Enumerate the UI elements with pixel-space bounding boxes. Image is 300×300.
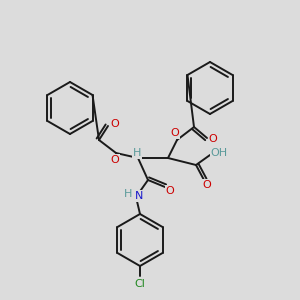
Text: H: H <box>124 189 132 199</box>
Text: H: H <box>133 148 141 158</box>
Text: O: O <box>166 186 174 196</box>
Text: O: O <box>171 128 179 138</box>
Text: O: O <box>111 155 119 165</box>
Text: N: N <box>135 191 143 201</box>
Text: O: O <box>111 119 119 129</box>
Text: O: O <box>208 134 217 144</box>
Text: O: O <box>202 180 211 190</box>
Text: OH: OH <box>210 148 228 158</box>
Text: Cl: Cl <box>135 279 146 289</box>
